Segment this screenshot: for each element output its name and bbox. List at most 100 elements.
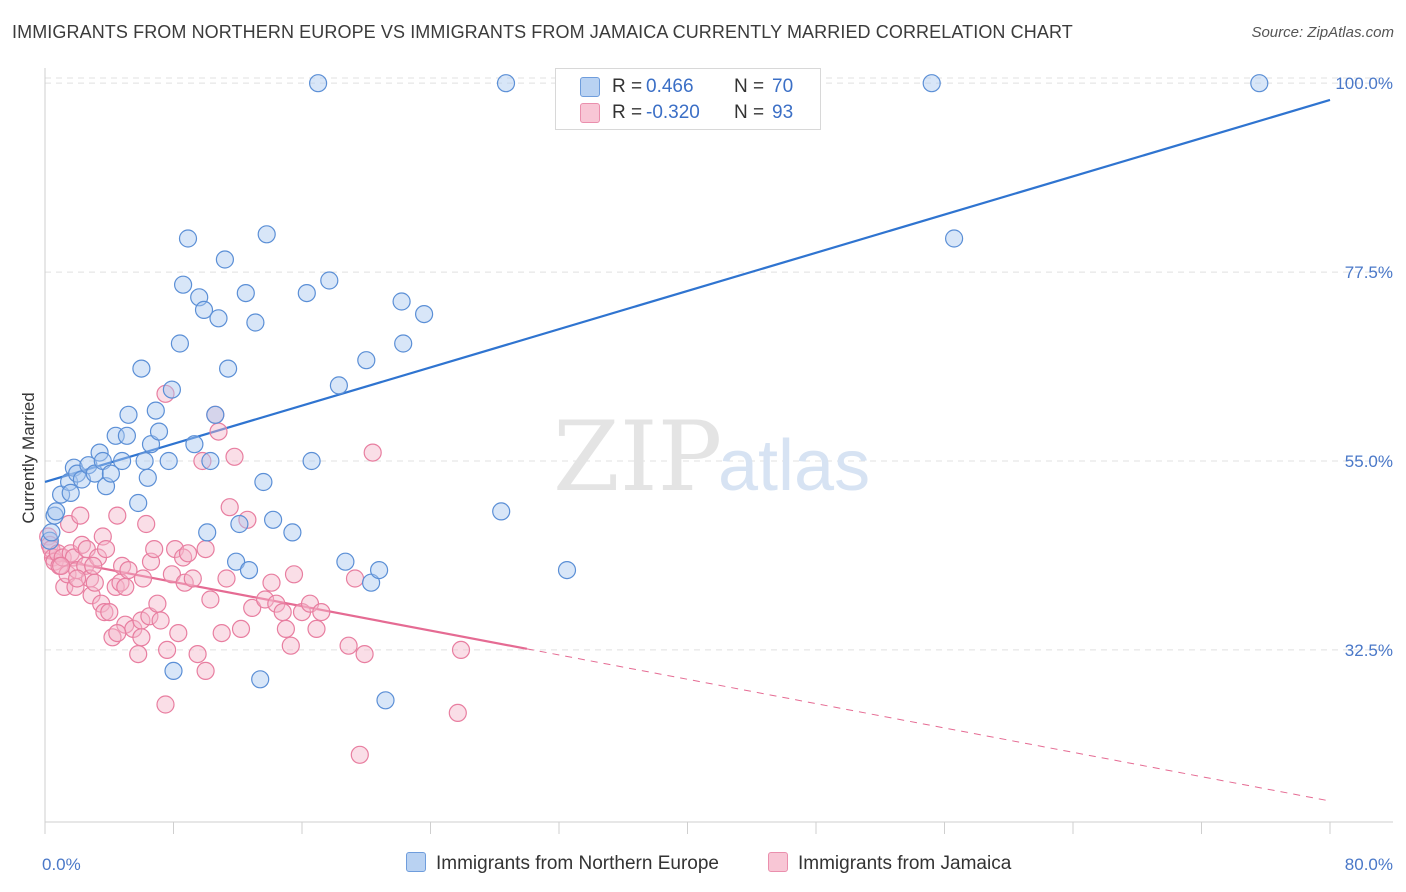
point-northern-europe: [496, 74, 516, 93]
r-value: 0.466: [646, 76, 694, 97]
point-jamaica: [281, 636, 300, 655]
point-northern-europe: [112, 451, 132, 471]
point-jamaica: [217, 569, 236, 588]
axes: Currently Married: [19, 68, 1393, 834]
point-jamaica: [71, 506, 90, 525]
point-northern-europe: [922, 74, 941, 93]
point-jamaica: [116, 577, 135, 597]
bottom-legend-swatch-pink: [768, 852, 788, 872]
point-jamaica: [183, 569, 202, 588]
point-northern-europe: [170, 334, 189, 353]
point-jamaica: [262, 573, 281, 592]
point-northern-europe: [61, 483, 80, 502]
point-northern-europe: [329, 376, 348, 395]
point-northern-europe: [138, 468, 157, 487]
point-northern-europe: [302, 451, 321, 471]
point-jamaica: [100, 602, 119, 622]
point-northern-europe: [944, 229, 964, 248]
point-northern-europe: [320, 271, 339, 290]
point-northern-europe: [227, 552, 246, 571]
x-tick-label: 80.0%: [1345, 855, 1393, 874]
point-jamaica: [108, 506, 127, 525]
point-jamaica: [145, 539, 164, 559]
point-northern-europe: [201, 451, 220, 471]
point-northern-europe: [283, 523, 302, 542]
trend-lines: [44, 98, 1331, 802]
point-northern-europe: [392, 292, 411, 311]
r-label: R =: [612, 76, 643, 97]
point-northern-europe: [309, 74, 328, 93]
point-jamaica: [231, 619, 251, 639]
point-northern-europe: [132, 359, 151, 378]
point-northern-europe: [149, 422, 169, 441]
point-jamaica: [137, 514, 156, 534]
point-northern-europe: [557, 560, 577, 580]
y-axis-title: Currently Married: [19, 392, 38, 523]
point-jamaica: [96, 539, 116, 559]
y-tick-label: 100.0%: [1335, 74, 1393, 93]
n-label: N =: [734, 102, 765, 123]
point-northern-europe: [174, 275, 193, 294]
point-northern-europe: [135, 451, 154, 471]
point-northern-europe: [198, 523, 217, 542]
point-northern-europe: [246, 313, 265, 332]
point-jamaica: [162, 565, 181, 584]
point-northern-europe: [297, 284, 316, 303]
point-northern-europe: [264, 510, 283, 529]
point-jamaica: [201, 590, 220, 609]
point-northern-europe: [357, 351, 376, 370]
point-northern-europe: [336, 552, 355, 571]
point-northern-europe: [1250, 74, 1269, 93]
point-northern-europe: [251, 670, 270, 689]
bottom-legend-northern-europe: Immigrants from Northern Europe: [406, 852, 719, 875]
y-tick-label: 32.5%: [1345, 641, 1393, 660]
point-northern-europe: [415, 305, 434, 324]
point-jamaica: [276, 619, 295, 639]
point-jamaica: [85, 573, 104, 592]
point-jamaica: [307, 619, 326, 639]
point-jamaica: [339, 636, 358, 655]
point-jamaica: [212, 623, 231, 643]
point-jamaica: [363, 443, 382, 462]
point-jamaica: [243, 598, 262, 618]
n-value: 93: [772, 102, 794, 123]
point-northern-europe: [194, 300, 214, 319]
bottom-legend-label: Immigrants from Northern Europe: [436, 853, 719, 874]
point-northern-europe: [164, 661, 183, 681]
legend-swatch-blue: [580, 77, 600, 97]
bottom-legend-swatch-blue: [406, 852, 426, 872]
point-northern-europe: [146, 401, 165, 420]
point-northern-europe: [117, 426, 137, 445]
bottom-legend-jamaica: Immigrants from Jamaica: [768, 852, 1011, 875]
point-jamaica: [178, 544, 198, 563]
point-jamaica: [209, 422, 228, 441]
point-northern-europe: [101, 464, 121, 483]
point-jamaica: [188, 644, 207, 664]
point-northern-europe: [257, 225, 276, 244]
point-northern-europe: [219, 359, 238, 378]
point-northern-europe: [394, 334, 413, 353]
trendline-jamaica: [44, 556, 528, 650]
tick-labels: 32.5% 55.0% 77.5% 100.0% 0.0% 80.0%: [42, 74, 1393, 874]
r-value: -0.320: [646, 102, 700, 123]
point-jamaica: [132, 628, 151, 647]
point-northern-europe: [215, 250, 234, 269]
source-label: Source: ZipAtlas.com: [1251, 24, 1394, 41]
point-jamaica: [196, 661, 215, 681]
point-jamaica: [129, 644, 148, 664]
point-northern-europe: [239, 560, 259, 580]
point-northern-europe: [129, 493, 148, 513]
point-jamaica: [158, 640, 177, 660]
point-jamaica: [284, 565, 304, 584]
point-northern-europe: [236, 284, 255, 303]
point-jamaica: [355, 644, 374, 664]
point-jamaica: [95, 602, 114, 622]
trendline-northern-europe: [44, 98, 1331, 484]
x-tick-label: 0.0%: [42, 855, 81, 874]
point-jamaica: [451, 640, 471, 660]
point-jamaica: [169, 623, 188, 643]
point-northern-europe: [206, 405, 225, 424]
y-tick-label: 55.0%: [1345, 452, 1393, 471]
y-tick-label: 77.5%: [1345, 263, 1393, 282]
